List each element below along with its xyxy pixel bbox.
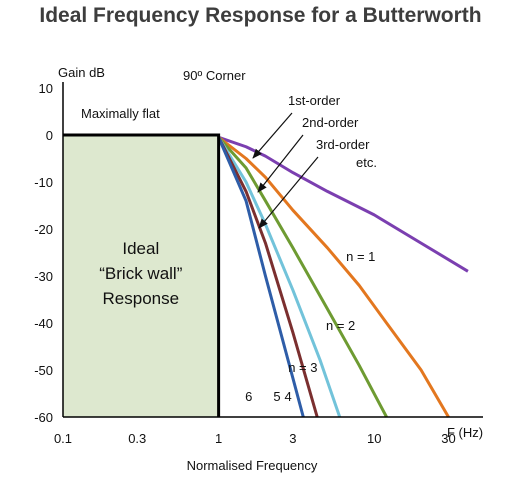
corner-annotation: 90º Corner (183, 68, 246, 83)
series-layer (219, 137, 468, 417)
first-order-arrow (253, 113, 292, 158)
series-label-4: 4 (284, 389, 291, 404)
y-tick-label: -60 (34, 410, 53, 425)
series-label-6: 6 (245, 389, 252, 404)
series-label-n2: n = 2 (326, 318, 355, 333)
third-order-annotation: 3rd-order (316, 137, 370, 152)
series-label-n1: n = 1 (346, 249, 375, 264)
x-tick-label: 10 (367, 431, 381, 446)
series-label-n3: n = 3 (288, 360, 317, 375)
x-axis-unit-label: F (Hz) (447, 425, 483, 440)
x-tick-label: 1 (215, 431, 222, 446)
second-order-annotation: 2nd-order (302, 115, 359, 130)
y-tick-label: 0 (46, 128, 53, 143)
y-tick-label: -20 (34, 222, 53, 237)
ideal-region-label-line-2: “Brick wall” (99, 264, 182, 283)
y-tick-label: 10 (39, 81, 53, 96)
x-axis-label: Normalised Frequency (187, 458, 318, 473)
series-line-order-6 (219, 137, 304, 417)
series-label-5: 5 (273, 389, 280, 404)
x-tick-label: 0.3 (128, 431, 146, 446)
ideal-region-label-line-3: Response (103, 289, 180, 308)
y-tick-label: -50 (34, 363, 53, 378)
etc-annotation: etc. (356, 155, 377, 170)
y-tick-label: -30 (34, 269, 53, 284)
x-tick-label: 3 (289, 431, 296, 446)
x-tick-label: 0.1 (54, 431, 72, 446)
ideal-region-label-line-1: Ideal (122, 239, 159, 258)
y-axis-label: Gain dB (58, 65, 105, 80)
y-tick-label: -40 (34, 316, 53, 331)
y-tick-label: -10 (34, 175, 53, 190)
third-order-arrow (259, 157, 318, 228)
flat-annotation: Maximally flat (81, 106, 160, 121)
first-order-annotation: 1st-order (288, 93, 341, 108)
